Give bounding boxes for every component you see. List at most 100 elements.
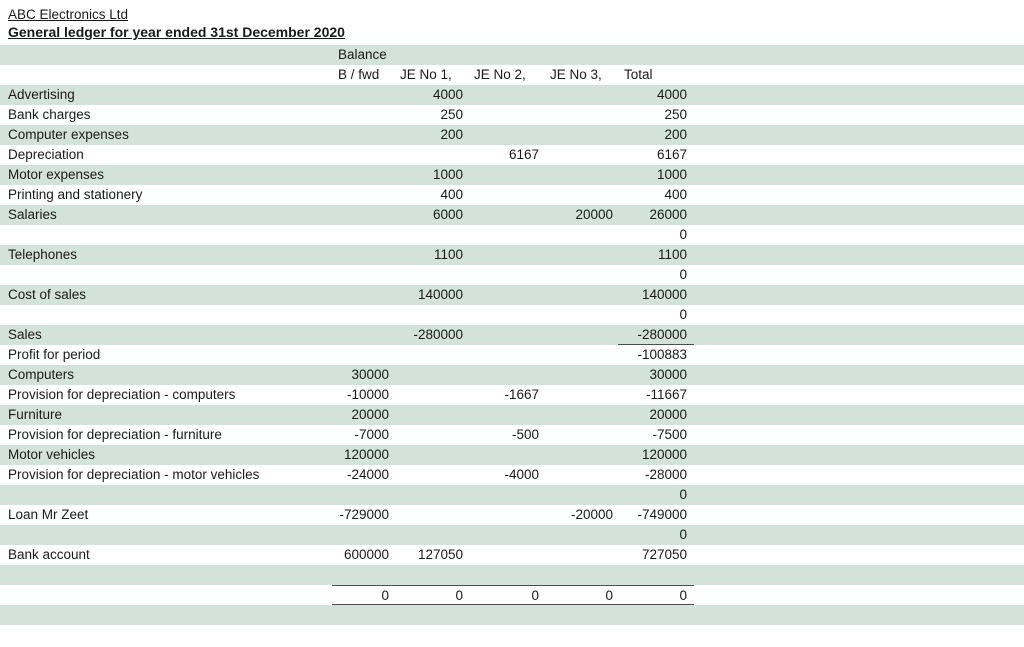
total-cell[interactable]: 140000 xyxy=(641,287,687,302)
je3-cell[interactable] xyxy=(544,365,618,385)
je2-cell[interactable] xyxy=(468,605,544,625)
row-label-cell[interactable]: Loan Mr Zeet xyxy=(8,507,89,522)
total-cell[interactable]: -7500 xyxy=(652,427,687,442)
bfwd-cell[interactable]: -24000 xyxy=(346,467,389,482)
je2-cell[interactable] xyxy=(468,545,544,565)
total-cell[interactable]: 727050 xyxy=(641,547,687,562)
bfwd-cell[interactable] xyxy=(332,525,394,545)
total-cell[interactable]: 1000 xyxy=(656,167,687,182)
je2-cell[interactable] xyxy=(468,85,544,105)
total-cell[interactable]: 400 xyxy=(664,187,687,202)
bfwd-cell[interactable] xyxy=(332,285,394,305)
bfwd-cell[interactable] xyxy=(332,245,394,265)
je2-cell[interactable] xyxy=(468,265,544,285)
je2-cell[interactable] xyxy=(468,305,544,325)
bfwd-cell[interactable] xyxy=(332,125,394,145)
je1-cell[interactable]: 0 xyxy=(394,585,468,605)
je3-cell[interactable] xyxy=(544,445,618,465)
je2-cell[interactable] xyxy=(468,345,544,365)
row-label-cell[interactable]: Depreciation xyxy=(8,147,84,162)
je3-cell[interactable]: -20000 xyxy=(570,507,613,522)
total-cell[interactable]: -28000 xyxy=(644,467,687,482)
je1-cell[interactable] xyxy=(394,365,468,385)
je2-cell[interactable] xyxy=(468,185,544,205)
row-label-cell[interactable] xyxy=(0,585,332,605)
je2-cell[interactable]: -500 xyxy=(511,427,539,442)
je3-cell[interactable] xyxy=(544,265,618,285)
je2-cell[interactable] xyxy=(468,365,544,385)
bfwd-cell[interactable] xyxy=(332,145,394,165)
col-header-bfwd[interactable]: B / fwd xyxy=(338,67,380,82)
row-label-cell[interactable] xyxy=(0,525,332,545)
bfwd-cell[interactable]: 20000 xyxy=(351,407,389,422)
je3-cell[interactable]: 20000 xyxy=(575,207,613,222)
je3-cell[interactable] xyxy=(544,525,618,545)
je3-cell[interactable] xyxy=(544,325,618,345)
total-cell[interactable]: 30000 xyxy=(649,367,687,382)
row-label-cell[interactable] xyxy=(0,305,332,325)
bfwd-cell[interactable]: -10000 xyxy=(346,387,389,402)
je2-cell[interactable] xyxy=(468,245,544,265)
je3-cell[interactable] xyxy=(544,165,618,185)
je3-cell[interactable] xyxy=(544,565,618,585)
je2-cell[interactable] xyxy=(468,445,544,465)
je2-cell[interactable] xyxy=(468,125,544,145)
total-cell[interactable]: 6167 xyxy=(656,147,687,162)
total-cell[interactable]: 0 xyxy=(679,227,687,242)
je1-cell[interactable] xyxy=(394,405,468,425)
bfwd-cell[interactable]: 30000 xyxy=(351,367,389,382)
bfwd-cell[interactable] xyxy=(332,565,394,585)
total-cell[interactable]: 1100 xyxy=(657,247,687,262)
je1-cell[interactable]: 127050 xyxy=(417,547,463,562)
je2-cell[interactable] xyxy=(468,505,544,525)
je1-cell[interactable] xyxy=(394,525,468,545)
je3-cell[interactable] xyxy=(544,245,618,265)
row-label-cell[interactable]: Telephones xyxy=(8,247,78,262)
total-cell[interactable]: 0 xyxy=(679,307,687,322)
je3-cell[interactable] xyxy=(544,145,618,165)
row-label-cell[interactable]: Cost of sales xyxy=(8,287,87,302)
bfwd-cell[interactable] xyxy=(332,105,394,125)
je1-cell[interactable] xyxy=(394,345,468,365)
je2-cell[interactable] xyxy=(468,565,544,585)
total-cell[interactable]: -749000 xyxy=(637,507,687,522)
je1-cell[interactable] xyxy=(394,265,468,285)
col-header-je2[interactable]: JE No 2, xyxy=(474,67,526,82)
bfwd-cell[interactable] xyxy=(332,225,394,245)
total-cell[interactable]: 0 xyxy=(618,585,694,605)
je1-cell[interactable]: 140000 xyxy=(417,287,463,302)
je1-cell[interactable] xyxy=(394,565,468,585)
je3-cell[interactable] xyxy=(544,85,618,105)
je2-cell[interactable] xyxy=(468,165,544,185)
row-label-cell[interactable] xyxy=(0,265,332,285)
row-label-cell[interactable]: Computer expenses xyxy=(8,127,129,142)
je1-cell[interactable] xyxy=(394,505,468,525)
bfwd-cell[interactable] xyxy=(332,165,394,185)
bfwd-cell[interactable]: 600000 xyxy=(343,547,389,562)
je3-cell[interactable] xyxy=(544,605,618,625)
je1-cell[interactable] xyxy=(394,465,468,485)
total-cell[interactable]: 120000 xyxy=(641,447,687,462)
bfwd-cell[interactable] xyxy=(332,485,394,505)
bfwd-cell[interactable] xyxy=(332,265,394,285)
row-label-cell[interactable]: Computers xyxy=(8,367,75,382)
je1-cell[interactable]: 400 xyxy=(440,187,463,202)
je3-cell[interactable] xyxy=(544,105,618,125)
je3-cell[interactable] xyxy=(544,225,618,245)
row-label-cell[interactable]: Printing and stationery xyxy=(8,187,143,202)
je3-cell[interactable] xyxy=(544,425,618,445)
je1-cell[interactable] xyxy=(394,605,468,625)
je1-cell[interactable] xyxy=(394,425,468,445)
total-cell[interactable] xyxy=(618,605,694,625)
je2-cell[interactable] xyxy=(468,285,544,305)
je2-cell[interactable] xyxy=(468,525,544,545)
col-header-je1[interactable]: JE No 1, xyxy=(400,67,452,82)
row-label-cell[interactable]: Provision for depreciation - motor vehic… xyxy=(8,467,260,482)
total-cell[interactable]: 0 xyxy=(679,527,687,542)
total-cell[interactable]: 0 xyxy=(679,487,687,502)
je2-cell[interactable] xyxy=(468,205,544,225)
je3-cell[interactable] xyxy=(544,405,618,425)
je1-cell[interactable] xyxy=(394,485,468,505)
row-label-cell[interactable] xyxy=(0,605,332,625)
total-cell[interactable]: -100883 xyxy=(637,347,687,362)
